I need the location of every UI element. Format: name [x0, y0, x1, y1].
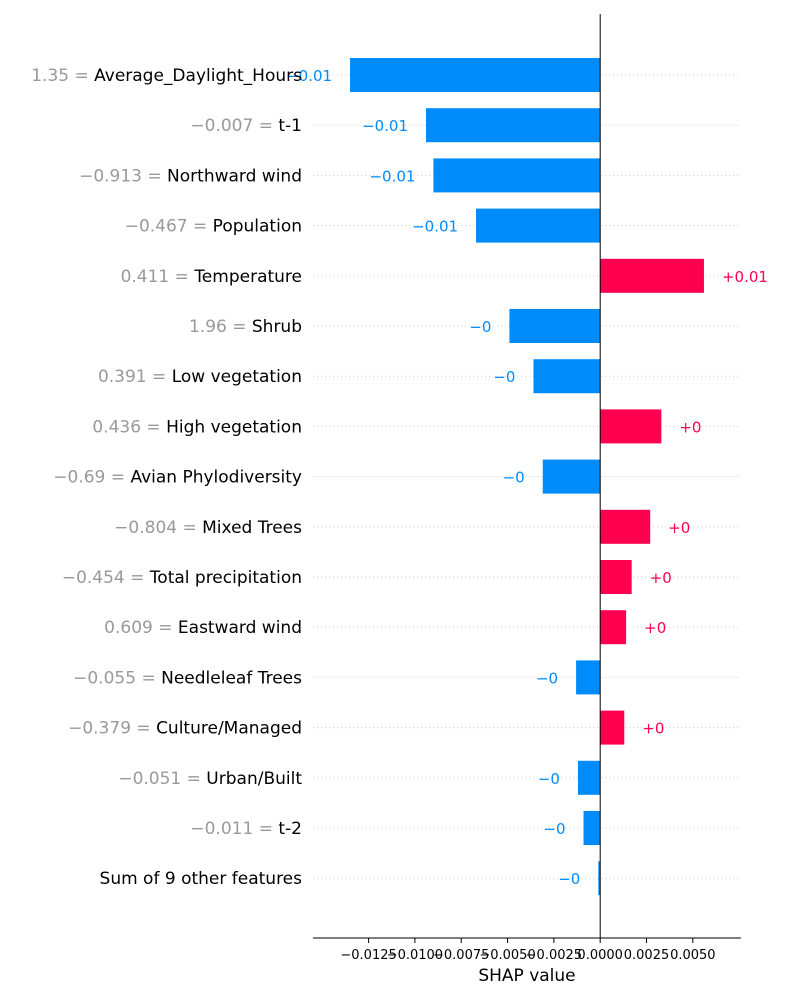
feature-name: Needleleaf Trees [161, 668, 302, 688]
x-tick-label: −0.0050 [479, 948, 535, 963]
feature-name: Low vegetation [172, 367, 302, 387]
feature-name: Shrub [252, 317, 302, 337]
shap-bar [509, 309, 601, 343]
feature-name: Avian Phylodiversity [130, 468, 302, 488]
bar-value-label: +0 [644, 619, 666, 637]
feature-value: −0.69 = [53, 468, 130, 488]
feature-label: 1.35 = Average_Daylight_Hours [31, 66, 302, 86]
feature-label: −0.055 = Needleleaf Trees [73, 668, 302, 688]
feature-value: −0.467 = [125, 217, 213, 237]
bar-value-labels: −0.01 −0.01 −0.01 −0.01 +0.01 −0 −0 +0 −0 +0 +0 +0 −… [286, 67, 768, 888]
x-axis: −0.0125−0.0100−0.0075−0.0050−0.00250.000… [313, 937, 741, 963]
bar-value-label: −0.01 [369, 167, 415, 185]
feature-label: −0.913 = Northward wind [79, 166, 302, 186]
shap-bar [600, 258, 704, 293]
row-guides [313, 74, 741, 879]
x-tick-label: 0.0050 [670, 948, 716, 963]
feature-value: 0.609 = [104, 618, 178, 638]
feature-value: 0.436 = [92, 417, 166, 437]
feature-name: Mixed Trees [202, 518, 302, 538]
shap-bar [426, 108, 601, 143]
feature-value: 1.35 = [31, 66, 94, 86]
feature-value: 1.96 = [189, 317, 252, 337]
x-tick-label: 0.0025 [624, 948, 670, 963]
feature-value: 0.411 = [121, 267, 195, 287]
feature-label: 0.436 = High vegetation [92, 417, 302, 437]
bar-value-label: −0.01 [412, 218, 458, 236]
shap-bar [583, 811, 601, 845]
feature-value: −0.055 = [73, 668, 161, 688]
shap-bar [433, 158, 601, 193]
shap-bar [576, 660, 601, 695]
feature-label: −0.007 = t-1 [190, 116, 302, 136]
shap-bar [600, 610, 627, 645]
feature-label: 0.411 = Temperature [121, 267, 302, 287]
feature-value: −0.011 = [190, 819, 278, 839]
feature-label: −0.454 = Total precipitation [62, 568, 302, 588]
bar-value-label: −0 [558, 870, 580, 888]
feature-label: −0.379 = Culture/Managed [68, 719, 302, 739]
feature-label: −0.011 = t-2 [190, 819, 302, 839]
x-axis-label: SHAP value [478, 966, 575, 986]
bar-value-label: −0 [538, 770, 560, 788]
feature-name: Total precipitation [149, 568, 302, 588]
feature-value: −0.804 = [114, 518, 202, 538]
bar-value-label: −0 [503, 469, 525, 487]
feature-value: 0.391 = [98, 367, 172, 387]
feature-name: High vegetation [166, 417, 302, 437]
bar-value-label: −0 [543, 820, 565, 838]
shap-bar [600, 560, 632, 594]
feature-label: Sum of 9 other features [100, 869, 303, 889]
feature-name: Temperature [193, 267, 302, 287]
x-tick-label: 0.0000 [577, 948, 623, 963]
feature-label: −0.051 = Urban/Built [118, 769, 302, 789]
feature-label: 0.609 = Eastward wind [104, 618, 302, 638]
bar-value-label: −0.01 [286, 67, 332, 85]
feature-name: Eastward wind [178, 618, 302, 638]
shap-bar [600, 710, 625, 745]
feature-name: Culture/Managed [156, 719, 302, 739]
shap-bar [600, 409, 662, 444]
shap-bar [598, 861, 601, 896]
feature-name: Sum of 9 other features [100, 869, 303, 889]
feature-label: −0.69 = Avian Phylodiversity [53, 468, 302, 488]
bar-value-label: +0 [642, 720, 664, 738]
shap-bar [476, 208, 601, 243]
x-tick-label: −0.0025 [526, 948, 582, 963]
feature-name: Urban/Built [206, 769, 302, 789]
shap-bar [533, 359, 601, 394]
shap-bar [350, 58, 601, 92]
feature-value: −0.454 = [62, 568, 150, 588]
feature-value: −0.379 = [68, 719, 156, 739]
feature-value: −0.913 = [79, 166, 167, 186]
feature-name: t-2 [278, 819, 302, 839]
feature-label: −0.804 = Mixed Trees [114, 518, 302, 538]
feature-label: 0.391 = Low vegetation [98, 367, 302, 387]
bars [350, 58, 704, 896]
bar-value-label: +0.01 [722, 268, 768, 286]
feature-labels: 1.35 = Average_Daylight_Hours −0.007 = t-… [31, 66, 302, 889]
feature-label: −0.467 = Population [125, 217, 302, 237]
x-tick-label: −0.0075 [433, 948, 489, 963]
shap-bar [542, 459, 601, 494]
feature-name: Population [213, 217, 302, 237]
x-tick-label: −0.0125 [340, 948, 396, 963]
shap-bar [577, 760, 601, 795]
bar-value-label: −0 [493, 368, 515, 386]
x-tick-label: −0.0100 [387, 948, 443, 963]
shap-bar [600, 509, 651, 544]
feature-name: t-1 [278, 116, 302, 136]
bar-value-label: +0 [668, 519, 690, 537]
feature-label: 1.96 = Shrub [189, 317, 302, 337]
feature-name: Average_Daylight_Hours [94, 66, 302, 86]
bar-value-label: −0 [536, 669, 558, 687]
feature-value: −0.051 = [118, 769, 206, 789]
bar-value-label: +0 [679, 418, 701, 436]
bar-value-label: −0.01 [362, 117, 408, 135]
feature-name: Northward wind [167, 166, 302, 186]
bar-value-label: +0 [650, 569, 672, 587]
bar-value-label: −0 [469, 318, 491, 336]
feature-value: −0.007 = [190, 116, 278, 136]
